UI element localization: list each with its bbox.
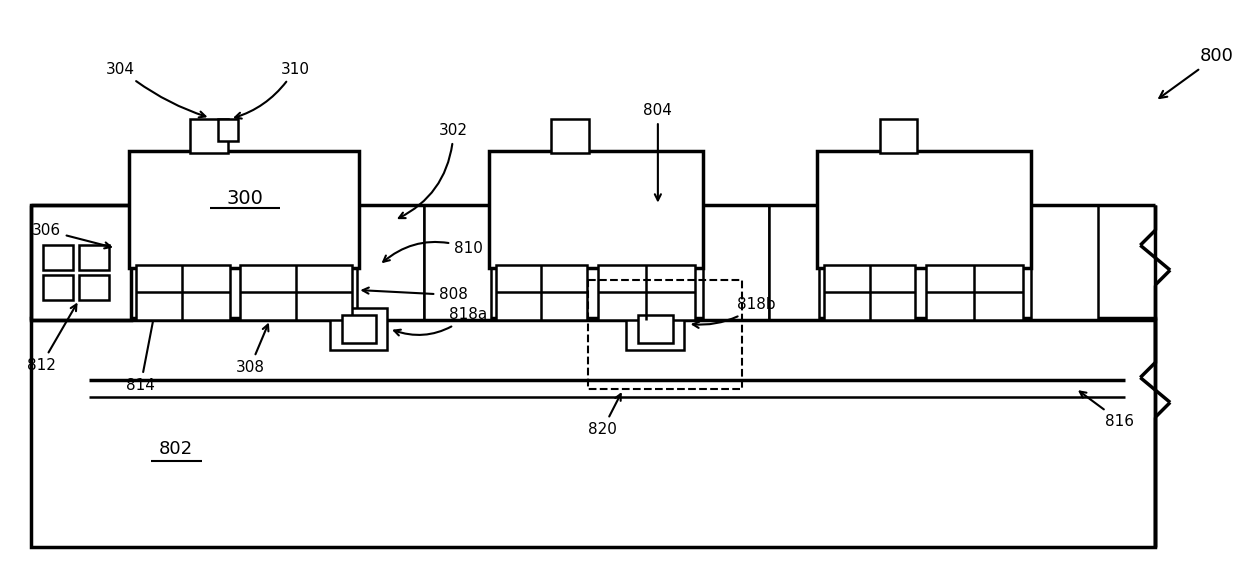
Bar: [79, 275, 109, 300]
Bar: [879, 119, 918, 153]
Text: 300: 300: [227, 189, 264, 208]
Text: 804: 804: [644, 103, 672, 200]
Bar: [31, 318, 1156, 547]
Bar: [598, 265, 694, 320]
Text: 310: 310: [236, 62, 309, 119]
Bar: [769, 206, 818, 320]
Bar: [357, 206, 424, 320]
Text: 816: 816: [1080, 391, 1135, 429]
Bar: [496, 265, 588, 320]
Bar: [31, 206, 130, 320]
Bar: [341, 315, 377, 343]
Text: 302: 302: [399, 123, 467, 218]
Text: 812: 812: [27, 304, 77, 373]
Bar: [926, 265, 1023, 320]
Text: 808: 808: [362, 287, 467, 303]
Bar: [817, 151, 1030, 268]
Bar: [588, 280, 743, 390]
Text: 818b: 818b: [693, 297, 776, 328]
Bar: [626, 308, 683, 350]
Bar: [489, 151, 703, 268]
Bar: [43, 245, 73, 270]
Bar: [191, 119, 228, 153]
Text: 810: 810: [383, 241, 482, 262]
Text: 308: 308: [236, 325, 268, 375]
Text: 800: 800: [1159, 47, 1234, 98]
Bar: [639, 315, 673, 343]
Text: 820: 820: [588, 394, 621, 437]
Bar: [43, 275, 73, 300]
Text: 818a: 818a: [394, 307, 487, 335]
Bar: [218, 119, 238, 141]
Bar: [424, 206, 491, 320]
Text: 802: 802: [159, 440, 192, 458]
Bar: [703, 206, 769, 320]
Bar: [129, 151, 360, 268]
Bar: [135, 265, 231, 320]
Bar: [79, 245, 109, 270]
Bar: [552, 119, 589, 153]
Text: 814: 814: [126, 313, 156, 392]
Text: 304: 304: [107, 62, 206, 117]
Bar: [241, 265, 351, 320]
Bar: [330, 308, 387, 350]
Bar: [1030, 206, 1097, 320]
Bar: [825, 265, 915, 320]
Text: 306: 306: [32, 223, 110, 248]
